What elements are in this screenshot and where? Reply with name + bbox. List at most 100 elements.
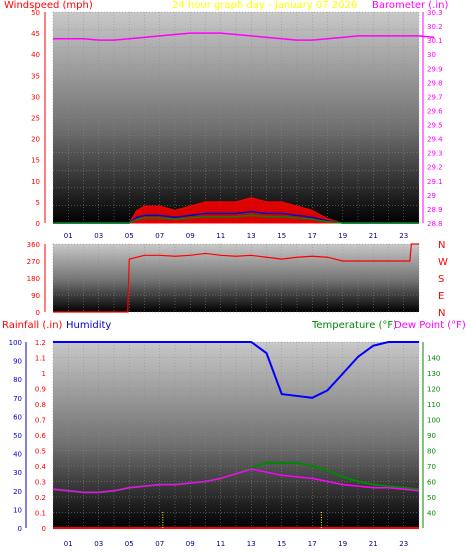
graph-title: 24 hour graph day - January 07 2026 [172,0,358,11]
x-tick-label: 09 [186,232,195,240]
barometer-tick-label: 28.9 [427,206,443,214]
x-tick-label: 01 [64,232,73,240]
direction-tick-label: 270 [27,258,40,266]
temperature-tick-label: 40 [427,510,436,518]
rain-tick-label: 0.3 [35,479,46,487]
humidity-tick-label: 10 [13,506,22,514]
rain-tick-label: 0.7 [35,417,46,425]
rain-tick-label: 1.2 [35,339,46,347]
x-tick-label: 15 [277,232,286,240]
axis-ticks: 0510152025303540455028.828.92929.129.229… [9,9,448,548]
x-tick-label: 13 [247,232,256,240]
rain-tick-label: 0.2 [35,494,46,502]
x-tick-label: 21 [369,540,378,548]
barometer-tick-label: 29.9 [427,65,443,73]
wind-tick-label: 20 [31,136,40,144]
barometer-tick-label: 30.3 [427,9,443,17]
x-tick-label: 03 [94,232,103,240]
temperature-tick-label: 110 [427,401,440,409]
x-tick-label: 19 [338,232,347,240]
wind-tick-label: 45 [31,30,40,38]
direction-tick-label: 360 [27,241,40,249]
barometer-tick-label: 29.8 [427,79,443,87]
barometer-tick-label: 29.2 [427,164,443,172]
temperature-tick-label: 90 [427,432,436,440]
wind-tick-label: 15 [31,157,40,165]
x-tick-label: 07 [155,232,164,240]
humidity-tick-label: 30 [13,469,22,477]
temperature-axis-title: Temperature (°F) [312,320,398,331]
temperature-tick-label: 70 [427,463,436,471]
compass-label: N [438,240,445,251]
dewpoint-line [52,468,420,494]
temperature-tick-label: 120 [427,386,440,394]
wind-axis-title: Windspeed (mph) [4,0,93,11]
humidity-tick-label: 40 [13,451,22,459]
barometer-tick-label: 29.5 [427,122,443,130]
barometer-tick-label: 29.3 [427,150,443,158]
x-tick-label: 05 [125,540,134,548]
direction-tick-label: 0 [36,309,40,317]
x-tick-label: 11 [216,232,225,240]
rain-tick-label: 0 [42,525,46,533]
x-tick-label: 23 [399,540,408,548]
temperature-tick-label: 80 [427,448,436,456]
x-tick-label: 05 [125,232,134,240]
x-tick-label: 15 [277,540,286,548]
barometer-tick-label: 30.2 [427,23,443,31]
wind-tick-label: 10 [31,178,40,186]
barometer-line [53,32,435,41]
x-tick-label: 17 [308,232,317,240]
rain-tick-label: 0.6 [35,432,47,440]
dewpoint-axis-title: Dew Point (°F) [394,320,466,331]
direction-tick-label: 90 [31,292,40,300]
rain-tick-label: 0.1 [35,510,46,518]
wind-tick-label: 0 [36,220,40,228]
chart-marks [52,32,435,529]
compass-label: N [438,308,445,319]
barometer-tick-label: 29.7 [427,93,443,101]
wind-tick-label: 40 [31,51,40,59]
wind-tick-label: 5 [36,199,40,207]
humidity-tick-label: 100 [9,339,22,347]
x-tick-label: 09 [186,540,195,548]
humidity-tick-label: 20 [13,488,22,496]
barometer-tick-label: 29.6 [427,107,443,115]
humidity-axis-title: Humidity [66,320,112,331]
compass-label: S [438,274,444,285]
humidity-tick-label: 90 [13,358,22,366]
barometer-tick-label: 29 [427,192,436,200]
rain-axis-title: Rainfall (.in) [2,320,63,331]
barometer-axis-title: Barometer (.in) [372,0,449,11]
x-tick-label: 11 [216,540,225,548]
temperature-tick-label: 50 [427,494,436,502]
x-tick-label: 07 [155,540,164,548]
rain-tick-label: 1.1 [35,355,46,363]
barometer-tick-label: 29.4 [427,136,443,144]
wind-average-line [53,214,419,224]
x-tick-label: 13 [247,540,256,548]
compass-label: W [438,257,448,268]
x-tick-label: 21 [369,232,378,240]
humidity-tick-label: 80 [13,376,22,384]
wind-direction-line [53,243,419,313]
temperature-tick-label: 130 [427,370,440,378]
rain-tick-label: 0.4 [35,463,47,471]
barometer-tick-label: 30 [427,51,436,59]
temperature-tick-label: 60 [427,479,436,487]
temperature-tick-label: 100 [427,417,440,425]
barometer-tick-label: 29.1 [427,178,443,186]
x-tick-label: 01 [64,540,73,548]
direction-tick-label: 180 [27,275,40,283]
rain-tick-label: 0.8 [35,401,46,409]
x-tick-label: 19 [338,540,347,548]
wind-tick-label: 30 [31,93,40,101]
wind-tick-label: 50 [31,9,40,17]
humidity-tick-label: 60 [13,413,22,421]
rain-tick-label: 1 [42,370,46,378]
humidity-tick-label: 50 [13,432,22,440]
humidity-line [53,341,419,399]
rain-tick-label: 0.5 [35,448,46,456]
x-tick-label: 17 [308,540,317,548]
